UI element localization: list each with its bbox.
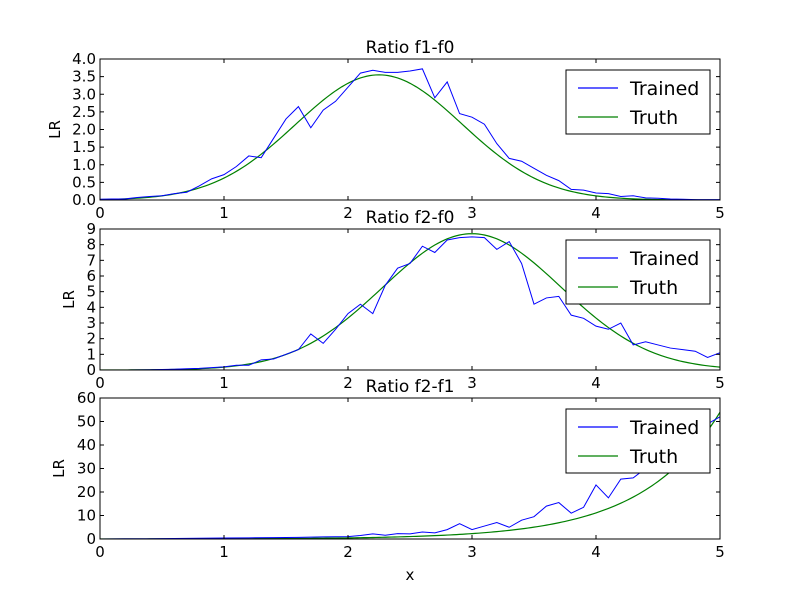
legend-label-truth: Truth	[629, 107, 678, 129]
x-tick-label: 3	[467, 543, 477, 561]
y-tick-label: 6	[86, 267, 96, 285]
legend: Trained Truth	[565, 408, 711, 474]
x-tick-label: 5	[715, 374, 725, 392]
y-tick-label: 0.5	[72, 173, 96, 191]
legend-label-trained: Trained	[629, 78, 699, 100]
y-tick-label: 3.0	[72, 85, 96, 103]
x-tick-label: 5	[715, 543, 725, 561]
truth-series-line	[100, 74, 720, 200]
x-tick-label: 4	[591, 374, 601, 392]
y-tick-label: 40	[77, 436, 96, 454]
y-tick-label: 7	[86, 251, 96, 269]
chart-title: Ratio f2-f0	[366, 208, 455, 228]
legend: Trained Truth	[565, 239, 711, 305]
trained-series-line	[100, 236, 720, 370]
legend-label-truth: Truth	[629, 446, 678, 468]
y-tick-label: 3.5	[72, 68, 96, 86]
trained-series-line	[100, 416, 720, 539]
y-tick-label: 4	[86, 298, 96, 316]
x-tick-label: 2	[343, 204, 353, 222]
y-tick-label: 0	[86, 530, 96, 548]
y-tick-label: 30	[77, 460, 96, 478]
chart-title: Ratio f2-f1	[366, 377, 455, 397]
y-tick-label: 20	[77, 483, 96, 501]
x-tick-label: 1	[219, 204, 229, 222]
x-tick-label: 2	[343, 374, 353, 392]
y-tick-label: 2	[86, 330, 96, 348]
x-tick-label: 3	[467, 204, 477, 222]
y-tick-label: 10	[77, 507, 96, 525]
x-tick-label: 2	[343, 543, 353, 561]
x-tick-label: 0	[95, 204, 105, 222]
y-tick-label: 8	[86, 236, 96, 254]
legend-label-truth: Truth	[629, 277, 678, 299]
y-axis-label: LR	[50, 459, 68, 478]
y-tick-label: 0	[86, 361, 96, 379]
y-tick-label: 1.0	[72, 156, 96, 174]
x-axis-label: x	[406, 566, 415, 584]
y-tick-label: 5	[86, 283, 96, 301]
axes-frame	[99, 228, 721, 371]
x-tick-label: 0	[95, 374, 105, 392]
legend: Trained Truth	[565, 69, 711, 135]
y-tick-label: 3	[86, 314, 96, 332]
y-axis-label: LR	[46, 120, 64, 139]
y-tick-label: 60	[77, 389, 96, 407]
y-tick-label: 1.5	[72, 138, 96, 156]
x-tick-label: 1	[219, 374, 229, 392]
x-tick-label: 1	[219, 543, 229, 561]
legend-box	[565, 239, 711, 305]
chart-title: Ratio f1-f0	[366, 38, 455, 58]
legend-label-trained: Trained	[629, 417, 699, 439]
x-tick-label: 3	[467, 374, 477, 392]
legend-label-trained: Trained	[629, 248, 699, 270]
y-tick-label: 0.0	[72, 191, 96, 209]
y-tick-label: 4.0	[72, 50, 96, 68]
x-tick-label: 5	[715, 204, 725, 222]
trained-series-line	[100, 68, 720, 200]
y-tick-label: 2.5	[72, 103, 96, 121]
legend-box	[565, 408, 711, 474]
legend-box	[565, 69, 711, 135]
y-tick-label: 2.0	[72, 121, 96, 139]
y-tick-label: 1	[86, 345, 96, 363]
y-axis-label: LR	[60, 290, 78, 309]
x-tick-label: 4	[591, 543, 601, 561]
y-tick-label: 9	[86, 220, 96, 238]
x-tick-label: 4	[591, 204, 601, 222]
y-tick-label: 50	[77, 413, 96, 431]
chart-panel-1: 0 1 2 3 4 5 0.00.51.01.52.02.53.03.54.0 Ratio f…	[46, 38, 725, 222]
x-tick-label: 0	[95, 543, 105, 561]
